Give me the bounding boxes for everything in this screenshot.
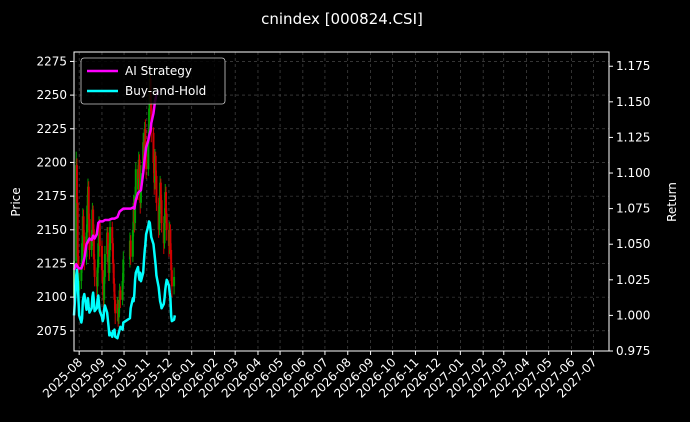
candle-body bbox=[150, 101, 153, 133]
candle-body bbox=[122, 259, 125, 281]
candle-body bbox=[121, 280, 124, 300]
candle-body bbox=[103, 254, 106, 277]
buy-and-hold-line bbox=[72, 220, 177, 340]
candle-body bbox=[100, 245, 103, 271]
right-tick-label: 0.975 bbox=[616, 344, 650, 358]
right-tick-label: 1.025 bbox=[616, 273, 650, 287]
left-tick-label: 2175 bbox=[36, 189, 67, 203]
candle-body bbox=[159, 182, 162, 201]
left-tick-label: 2150 bbox=[36, 223, 67, 237]
candle-body bbox=[170, 249, 173, 271]
right-tick-label: 1.000 bbox=[616, 308, 650, 322]
candle-body bbox=[82, 216, 85, 237]
candle-body bbox=[103, 276, 106, 300]
candle-body bbox=[87, 186, 90, 220]
candle-body bbox=[92, 209, 95, 230]
candle-body bbox=[165, 213, 168, 230]
plot-frame bbox=[73, 51, 610, 352]
left-tick-label: 2100 bbox=[36, 290, 67, 304]
candle-body bbox=[88, 219, 91, 250]
left-tick-label: 2125 bbox=[36, 256, 67, 270]
candle-body bbox=[112, 263, 115, 284]
candle-body bbox=[113, 283, 116, 300]
left-tick-label: 2225 bbox=[36, 122, 67, 136]
candle-body bbox=[155, 175, 158, 203]
legend: AI Strategy Buy-and-Hold bbox=[80, 57, 226, 105]
ai-strategy-line bbox=[72, 89, 160, 271]
candle-body bbox=[117, 307, 120, 318]
candle-body bbox=[92, 229, 95, 260]
left-tick-label: 2250 bbox=[36, 88, 67, 102]
candle-body bbox=[98, 223, 101, 246]
candle-body bbox=[114, 299, 117, 314]
candle-body bbox=[119, 290, 122, 300]
candle-body bbox=[129, 240, 132, 257]
legend-label-buy-and-hold: Buy-and-Hold bbox=[125, 84, 206, 98]
candle-body bbox=[144, 128, 147, 149]
right-tick-label: 1.125 bbox=[616, 130, 650, 144]
candle-body bbox=[147, 138, 150, 170]
candle-body bbox=[145, 148, 148, 170]
right-tick-label: 1.050 bbox=[616, 237, 650, 251]
candle-body bbox=[106, 232, 109, 257]
candle-body bbox=[158, 205, 161, 230]
candle-body bbox=[93, 259, 96, 277]
candle-body bbox=[138, 159, 141, 179]
candle-body bbox=[169, 229, 172, 250]
chart-title: cnindex [000824.CSI] bbox=[261, 10, 423, 28]
candle-body bbox=[81, 243, 84, 265]
candle-body bbox=[163, 216, 166, 244]
candle-body bbox=[160, 200, 163, 224]
left-tick-label: 2200 bbox=[36, 155, 67, 169]
right-tick-label: 1.175 bbox=[616, 59, 650, 73]
candle-body bbox=[134, 169, 137, 197]
candle-body bbox=[108, 249, 111, 273]
candle-body bbox=[97, 243, 100, 268]
right-tick-label: 1.075 bbox=[616, 202, 650, 216]
left-tick-label: 2275 bbox=[36, 54, 67, 68]
candle-body bbox=[90, 240, 93, 250]
y-axis-label-right: Return bbox=[665, 182, 679, 222]
candle-body bbox=[131, 229, 134, 257]
candle-body bbox=[148, 108, 151, 139]
candle-body bbox=[96, 267, 99, 287]
legend-box bbox=[80, 57, 226, 105]
candle-body bbox=[173, 276, 176, 287]
y-axis-label-left: Price bbox=[9, 187, 23, 216]
candle-body bbox=[109, 227, 112, 250]
candle-body bbox=[75, 165, 78, 261]
candle-body bbox=[154, 155, 157, 176]
right-tick-label: 1.150 bbox=[616, 95, 650, 109]
right-tick-label: 1.100 bbox=[616, 166, 650, 180]
candle-body bbox=[83, 236, 86, 257]
candle-body bbox=[112, 243, 115, 264]
right-axis: 0.975 1.000 1.025 1.050 1.075 1.100 1.125 1.150… bbox=[609, 59, 650, 358]
candle-body bbox=[80, 264, 83, 281]
candle-body bbox=[75, 165, 78, 203]
candle-body bbox=[170, 270, 173, 287]
candle-body bbox=[111, 227, 114, 244]
left-axis: 2075 2100 2125 2150 2175 2200 2225 2250 2275 bbox=[36, 54, 74, 338]
candle-body bbox=[164, 192, 167, 214]
legend-label-ai-strategy: AI Strategy bbox=[125, 64, 192, 78]
candle-body bbox=[101, 270, 104, 284]
candle-body bbox=[152, 132, 155, 163]
series-lines bbox=[72, 89, 177, 340]
left-tick-label: 2075 bbox=[36, 324, 67, 338]
candlesticks bbox=[73, 70, 176, 327]
candle-body bbox=[86, 205, 89, 233]
candle-body bbox=[76, 202, 79, 257]
